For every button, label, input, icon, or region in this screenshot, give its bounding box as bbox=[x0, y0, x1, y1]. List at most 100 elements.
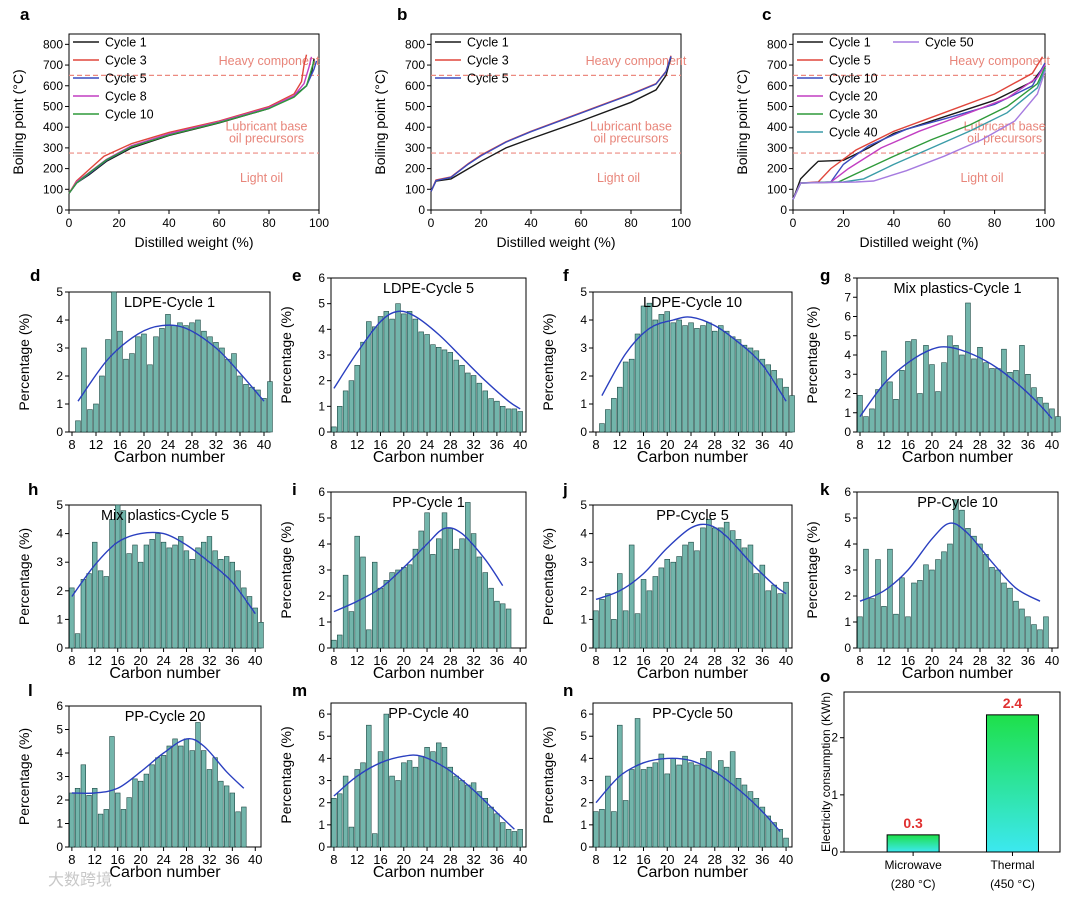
histogram-bar bbox=[959, 509, 965, 649]
y-tick-label: 2 bbox=[56, 369, 63, 383]
histogram-bar bbox=[488, 806, 494, 848]
histogram-bar bbox=[412, 318, 419, 433]
y-tick-label: 5 bbox=[56, 723, 63, 737]
histogram-bar bbox=[759, 564, 766, 649]
histogram-bar bbox=[201, 330, 207, 433]
y-tick-label: 2 bbox=[318, 374, 325, 388]
y-tick-label: 500 bbox=[405, 99, 425, 113]
x-tick-label: 20 bbox=[397, 852, 411, 867]
histogram-bar bbox=[616, 386, 623, 433]
histogram-bar bbox=[1001, 582, 1007, 649]
histogram-bar bbox=[103, 576, 109, 649]
y-tick-label: 0 bbox=[580, 840, 587, 854]
histogram-bar bbox=[389, 572, 395, 649]
y-tick-label: 2 bbox=[56, 584, 63, 598]
histogram-bar bbox=[430, 344, 436, 433]
x-axis-label: Distilled weight (%) bbox=[496, 234, 615, 250]
histogram-bar bbox=[235, 570, 241, 649]
histogram-bar bbox=[593, 811, 599, 848]
histogram-bar bbox=[435, 538, 442, 649]
histogram-bar bbox=[941, 551, 947, 649]
x-tick-label: 8 bbox=[592, 437, 599, 452]
x-tick-label: 36 bbox=[490, 437, 504, 452]
category-label: Thermal bbox=[990, 858, 1034, 872]
histogram-bar bbox=[395, 303, 401, 433]
histogram-bar bbox=[93, 403, 99, 433]
histogram-bar bbox=[366, 321, 372, 433]
histogram-bar bbox=[628, 769, 635, 848]
x-tick-label: 24 bbox=[161, 437, 175, 452]
legend-entry: Cycle 50 bbox=[925, 36, 974, 50]
x-tick-label: 60 bbox=[574, 216, 588, 230]
histogram-bar bbox=[670, 561, 676, 649]
histogram-bar bbox=[229, 792, 235, 848]
histogram-bar bbox=[511, 408, 518, 433]
y-tick-label: 6 bbox=[318, 271, 325, 285]
histogram-bar bbox=[235, 811, 241, 848]
x-axis-label: Carbon number bbox=[109, 665, 221, 682]
histogram-bar bbox=[499, 405, 506, 433]
y-tick-label: 3 bbox=[844, 563, 851, 577]
histogram-bar bbox=[241, 806, 247, 848]
y-tick-label: 1 bbox=[56, 397, 63, 411]
histogram-bar bbox=[875, 559, 881, 649]
x-tick-label: 24 bbox=[949, 653, 963, 668]
panel-title: LDPE-Cycle 1 bbox=[124, 295, 215, 311]
y-tick-label: 800 bbox=[405, 37, 425, 51]
histogram-bar bbox=[86, 794, 92, 848]
legend-entry: Cycle 1 bbox=[105, 36, 147, 50]
x-tick-label: 40 bbox=[779, 653, 793, 668]
y-axis-label: Percentage (%) bbox=[540, 528, 556, 625]
x-tick-label: 20 bbox=[397, 653, 411, 668]
histogram-bar bbox=[1025, 616, 1031, 649]
y-tick-label: 4 bbox=[56, 527, 63, 541]
histogram-bar bbox=[664, 311, 670, 433]
y-tick-label: 500 bbox=[767, 99, 787, 113]
histogram-bar bbox=[723, 521, 730, 649]
histogram-bar bbox=[178, 536, 184, 649]
histogram-bar bbox=[1019, 345, 1025, 433]
histogram-bar bbox=[435, 742, 442, 848]
histogram-bar bbox=[360, 341, 366, 433]
legend-entry: Cycle 20 bbox=[829, 90, 878, 104]
histogram-bar bbox=[231, 353, 237, 433]
histogram-bar bbox=[965, 528, 971, 649]
y-tick-label: 200 bbox=[43, 162, 63, 176]
y-tick-label: 4 bbox=[318, 537, 325, 551]
histogram-bar bbox=[905, 341, 911, 433]
histogram-bar bbox=[149, 538, 155, 649]
histogram-bar bbox=[92, 787, 98, 848]
panel-label: b bbox=[397, 5, 407, 24]
y-tick-label: 2 bbox=[56, 793, 63, 807]
x-tick-label: 100 bbox=[1035, 216, 1055, 230]
histogram-bar bbox=[911, 339, 917, 433]
y-tick-label: 300 bbox=[767, 141, 787, 155]
histogram-bar bbox=[80, 579, 86, 649]
y-tick-label: 500 bbox=[43, 99, 63, 113]
x-tick-label: 36 bbox=[755, 653, 769, 668]
x-tick-label: 16 bbox=[636, 852, 650, 867]
y-tick-label: 1 bbox=[844, 406, 851, 420]
x-tick-label: 60 bbox=[212, 216, 226, 230]
panel-title: LDPE-Cycle 10 bbox=[643, 295, 742, 311]
x-tick-label: 40 bbox=[779, 852, 793, 867]
x-axis-label: Carbon number bbox=[373, 864, 485, 881]
histogram-bar bbox=[155, 757, 161, 848]
histogram-bar bbox=[401, 762, 407, 848]
histogram-bar bbox=[418, 331, 424, 433]
y-tick-label: 400 bbox=[405, 120, 425, 134]
y-tick-label: 4 bbox=[56, 313, 63, 327]
value-label: 2.4 bbox=[1003, 695, 1023, 711]
histogram-bar bbox=[103, 809, 109, 848]
histogram-bar bbox=[401, 313, 407, 433]
histogram-bar bbox=[1007, 587, 1013, 649]
y-axis-label: Percentage (%) bbox=[278, 726, 294, 823]
histogram-bar bbox=[995, 569, 1001, 649]
histogram-bar bbox=[80, 764, 86, 848]
histogram-bar bbox=[611, 619, 617, 649]
histogram-bar bbox=[224, 785, 230, 848]
